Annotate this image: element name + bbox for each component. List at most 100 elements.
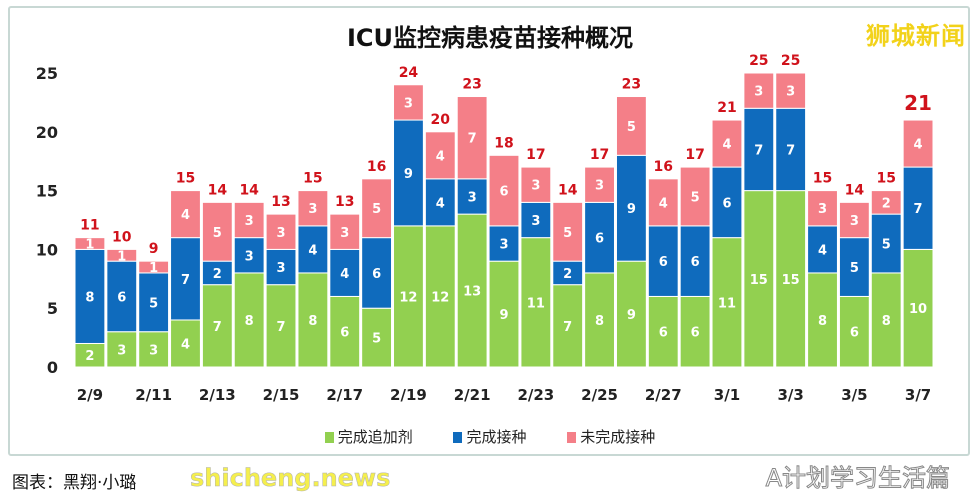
data-label: 8 [308, 314, 317, 329]
bar-segment [393, 84, 424, 121]
bar-segment [647, 178, 679, 227]
x-tick-label: 2/11 [135, 386, 172, 404]
data-label: 5 [372, 332, 381, 347]
data-label: 13 [463, 285, 481, 300]
data-label: 1 [149, 261, 158, 276]
bar-segment [807, 272, 838, 368]
y-tick-label: 15 [36, 182, 58, 201]
y-tick-label: 20 [36, 123, 58, 142]
data-label: 4 [436, 196, 445, 211]
data-label: 6 [499, 185, 508, 200]
wechat-watermark: A计划学习生活篇 [765, 464, 950, 493]
bar-chart: 0510152025281112/93611035192/11474157251… [36, 53, 934, 404]
data-label: 4 [818, 243, 827, 258]
total-label: 10 [112, 229, 132, 245]
bar-segment [775, 107, 807, 192]
data-label: 2 [85, 349, 94, 364]
total-label: 14 [845, 182, 865, 198]
x-tick-label: 2/21 [454, 386, 491, 404]
bar-segment [552, 201, 584, 262]
total-label: 18 [494, 135, 513, 151]
total-label: 25 [781, 53, 800, 69]
data-label: 9 [627, 202, 636, 217]
data-label: 4 [436, 149, 445, 164]
data-label: 6 [117, 290, 126, 305]
data-label: 6 [691, 255, 700, 270]
bar-segment [679, 166, 711, 227]
bar-segment [393, 119, 424, 227]
bar-segment [743, 72, 775, 109]
data-label: 9 [404, 167, 413, 182]
chart-frame [8, 6, 970, 456]
bar-segment [488, 154, 520, 227]
bar-segment [520, 237, 552, 368]
data-label: 5 [882, 238, 891, 253]
data-label: 3 [277, 226, 286, 241]
bar-segment [520, 166, 552, 203]
site-watermark: shicheng.news [190, 464, 391, 493]
bar-segment [106, 248, 138, 262]
bar-segment [870, 272, 902, 368]
data-label: 4 [340, 267, 349, 282]
bar-segment [233, 201, 265, 239]
data-label: 8 [245, 314, 254, 329]
bar-segment [424, 131, 456, 180]
total-label: 23 [462, 77, 481, 93]
x-tick-label: 2/9 [77, 386, 103, 404]
data-label: 3 [786, 85, 795, 100]
legend-label-booster: 完成追加剂 [337, 428, 413, 446]
data-label: 5 [372, 202, 381, 217]
bar-segment [902, 119, 934, 168]
x-tick-label: 2/19 [390, 386, 427, 404]
data-label: 2 [213, 267, 222, 282]
bar-segment [361, 307, 393, 368]
bar-segment [170, 190, 201, 239]
data-label: 2 [882, 196, 891, 211]
y-tick-label: 25 [36, 64, 58, 83]
data-label: 6 [372, 267, 381, 282]
bar-segment [711, 119, 743, 168]
total-label: 15 [176, 171, 195, 187]
bar-segment [584, 272, 615, 368]
data-label: 3 [149, 343, 158, 358]
bar-segment [807, 190, 838, 227]
data-label: 3 [404, 96, 413, 111]
bar-segment [297, 225, 329, 274]
data-label: 7 [563, 320, 572, 335]
bar-segment [74, 248, 106, 344]
bar-segment [297, 190, 329, 227]
chart-title: ICU监控病患疫苗接种概况 [346, 24, 634, 52]
data-label: 4 [181, 208, 190, 223]
data-label: 11 [527, 296, 545, 311]
data-label: 8 [595, 314, 604, 329]
bar-segment [615, 260, 647, 368]
bar-segment [233, 272, 265, 368]
data-label: 5 [149, 296, 158, 311]
legend-item-booster: 完成追加剂 [324, 426, 413, 447]
legend-swatch-booster [324, 432, 334, 443]
total-label: 13 [335, 194, 354, 210]
data-label: 3 [531, 214, 540, 229]
bar-segment [265, 213, 297, 250]
x-tick-label: 3/3 [777, 386, 803, 404]
data-label: 3 [531, 179, 540, 194]
data-label: 15 [750, 273, 768, 288]
data-label: 3 [245, 214, 254, 229]
bar-segment [488, 260, 520, 368]
bar-segment [743, 107, 775, 192]
bar-segment [838, 295, 870, 368]
bar-segment [775, 72, 807, 109]
data-label: 4 [659, 196, 668, 211]
total-label: 20 [431, 112, 451, 128]
total-label: 21 [717, 100, 736, 116]
bar-segment [74, 237, 106, 250]
y-tick-label: 0 [47, 358, 58, 377]
data-label: 5 [213, 226, 222, 241]
data-label: 7 [213, 320, 222, 335]
bar-segment [201, 201, 233, 262]
bar-segment [265, 284, 297, 368]
data-label: 10 [909, 302, 927, 317]
x-tick-label: 2/15 [263, 386, 300, 404]
bar-segment [456, 96, 488, 180]
bar-segment [361, 237, 393, 309]
